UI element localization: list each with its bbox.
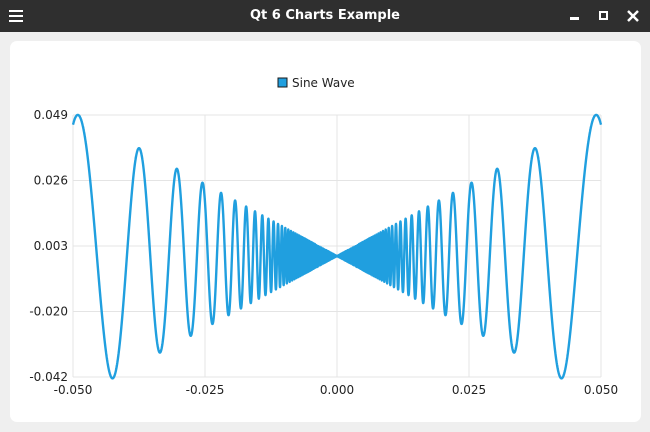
maximize-button[interactable] [592,4,616,28]
chart: Sine Wave 0.049 0.026 0.003 -0.020 -0.042 -0… [29,76,619,397]
window-title: Qt 6 Charts Example [250,8,400,23]
y-tick-label: -0.020 [29,305,68,319]
x-tick-label: -0.050 [54,383,93,397]
y-tick-label: 0.003 [34,239,68,253]
close-icon [627,10,639,22]
maximize-icon [599,11,608,20]
x-tick-label: 0.000 [320,383,354,397]
x-tick-label: 0.025 [452,383,486,397]
legend-label: Sine Wave [292,76,355,90]
y-tick-label: 0.049 [34,108,68,122]
legend: Sine Wave [277,76,355,90]
title-bar: Qt 6 Charts Example [0,0,650,32]
minimize-button[interactable] [563,4,587,28]
grid [72,114,602,378]
menu-button[interactable] [4,4,28,28]
y-tick-label: 0.026 [34,174,68,188]
series-line-sine-wave [71,113,603,380]
x-tick-label: -0.025 [186,383,225,397]
close-button[interactable] [621,4,645,28]
y-tick-label: -0.042 [29,370,68,384]
legend-swatch [277,77,288,88]
minimize-icon [570,17,579,20]
y-axis-ticks: 0.049 0.026 0.003 -0.020 -0.042 [29,108,68,384]
x-axis-ticks: -0.050 -0.025 0.000 0.025 0.050 [54,383,619,397]
x-tick-label: 0.050 [584,383,618,397]
chart-view: Sine Wave 0.049 0.026 0.003 -0.020 -0.042 -0… [10,41,641,422]
